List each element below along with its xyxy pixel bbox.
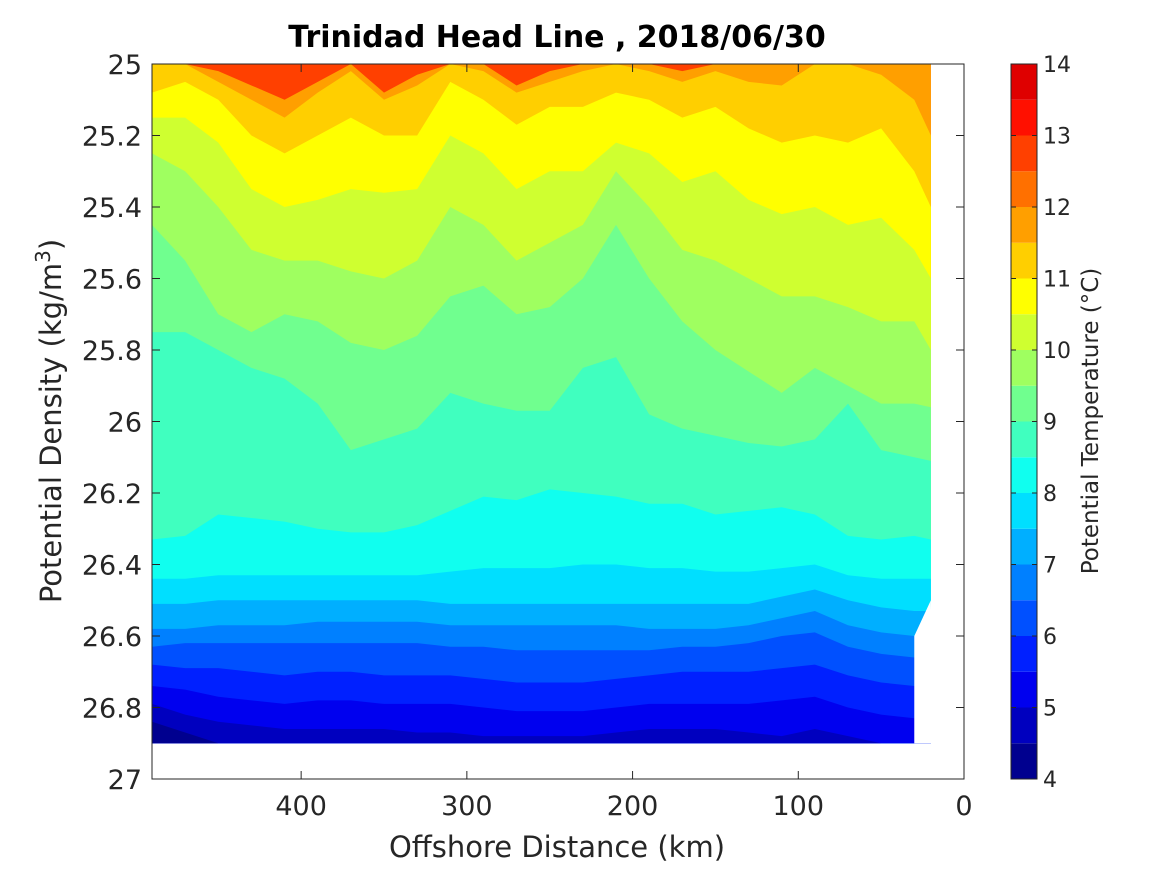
y-tick-label: 25.2 [82, 122, 142, 153]
y-tick-label: 25 [108, 50, 142, 81]
colorbar-swatch [1011, 528, 1037, 565]
colorbar-tick-label: 9 [1043, 411, 1057, 436]
colorbar-label: Potential Temperature (°C) [1078, 268, 1104, 575]
colorbar-tick-label: 7 [1043, 554, 1057, 579]
colorbar-tick-label: 11 [1043, 268, 1071, 293]
band-below-5 [152, 703, 931, 744]
y-tick-label: 26 [108, 408, 142, 439]
y-tick-label: 26.6 [82, 622, 142, 653]
colorbar-tick-label: 12 [1043, 196, 1071, 221]
no-data-region [914, 600, 933, 744]
y-axis-label-close: ) [34, 239, 68, 250]
x-tick-label: 0 [955, 791, 972, 822]
colorbar-swatch [1011, 421, 1037, 458]
y-tick-label: 25.8 [82, 336, 142, 367]
colorbar: 4 5 6 7 8 9 10 11 12 13 14 [1010, 53, 1071, 793]
colorbar-tick-label: 5 [1043, 697, 1057, 722]
colorbar-swatch [1011, 493, 1037, 529]
colorbar-swatch [1011, 64, 1037, 100]
colorbar-swatch [1011, 314, 1037, 350]
x-tick-label: 200 [607, 791, 659, 822]
colorbar-swatch [1011, 564, 1037, 601]
colorbar-swatch [1011, 242, 1037, 279]
colorbar-tick-label: 6 [1043, 625, 1057, 650]
colorbar-swatch [1011, 600, 1037, 636]
colorbar-swatch [1011, 278, 1037, 315]
colorbar-swatch [1011, 207, 1037, 243]
y-axis-label: Potential Density (kg/m3) [31, 239, 68, 603]
y-axis: 25 25.2 25.4 25.6 25.8 26 26.2 26.4 26.6 26.8 27 [82, 50, 964, 796]
colorbar-swatch [1011, 171, 1037, 207]
y-tick-label: 26.4 [82, 551, 142, 582]
x-tick-label: 300 [441, 791, 493, 822]
y-tick-label: 26.2 [82, 479, 142, 510]
y-axis-label-superscript: 3 [31, 250, 55, 263]
y-tick-label: 26.8 [82, 694, 142, 725]
colorbar-swatch [1011, 135, 1037, 172]
colorbar-tick-label: 4 [1043, 768, 1057, 793]
y-tick-label: 25.4 [82, 193, 142, 224]
colorbar-tick-label: 10 [1043, 339, 1071, 364]
colorbar-swatch [1011, 707, 1037, 744]
y-axis-label-main: Potential Density (kg/m [34, 263, 68, 603]
colorbar-tick-label: 14 [1043, 53, 1071, 78]
x-tick-label: 400 [275, 791, 327, 822]
colorbar-swatch [1011, 350, 1037, 386]
colorbar-swatch [1011, 636, 1037, 672]
colorbar-swatch [1011, 99, 1037, 136]
y-tick-label: 25.6 [82, 265, 142, 296]
x-axis-label: Offshore Distance (km) [389, 830, 725, 864]
colorbar-swatch [1011, 385, 1037, 422]
x-tick-label: 100 [773, 791, 825, 822]
x-axis: 400 300 200 100 0 [275, 64, 973, 822]
colorbar-tick-label: 13 [1043, 125, 1071, 150]
contour-field [152, 64, 933, 744]
y-tick-label: 27 [108, 765, 142, 796]
colorbar-tick-label: 8 [1043, 482, 1057, 507]
colorbar-swatch [1011, 457, 1037, 493]
colorbar-swatch [1011, 743, 1037, 779]
chart-title: Trinidad Head Line , 2018/06/30 [288, 20, 825, 55]
colorbar-swatch [1011, 671, 1037, 708]
